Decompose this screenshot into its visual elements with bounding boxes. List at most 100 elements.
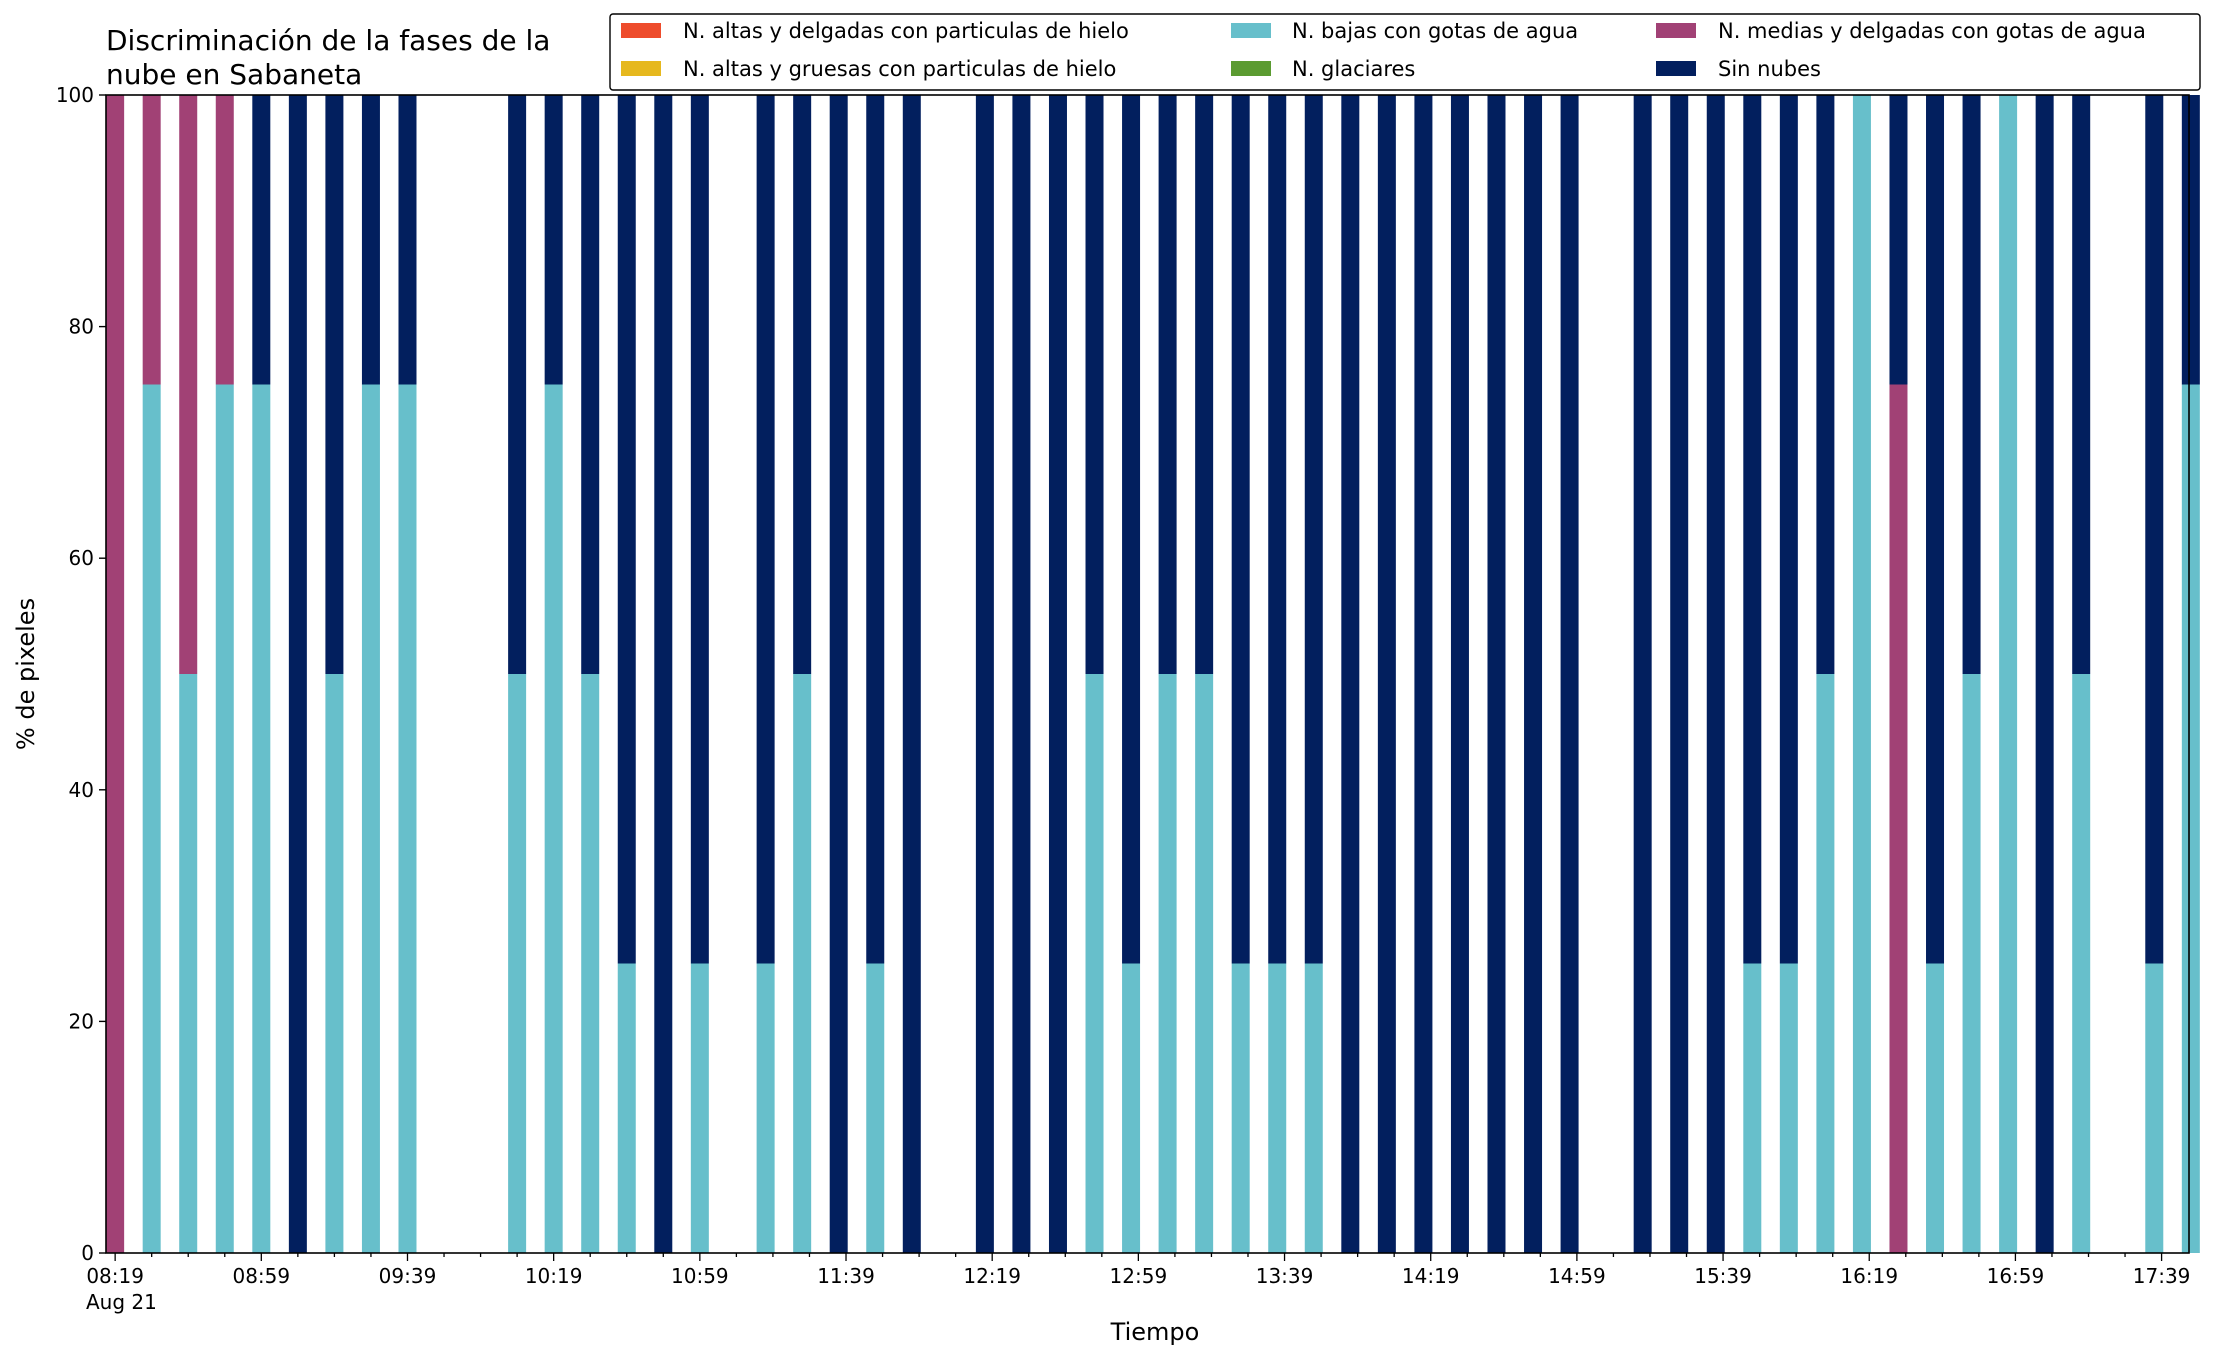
bar-sin-nubes <box>288 95 307 1253</box>
legend-box <box>609 13 2201 91</box>
bar-bajas <box>1779 963 1798 1253</box>
bar-bajas <box>617 963 636 1253</box>
legend-swatch-sin-nubes <box>1656 61 1696 76</box>
bar-sin-nubes <box>1414 95 1433 1253</box>
x-axis-title: Tiempo <box>1110 1318 1200 1346</box>
bar-bajas <box>1743 963 1762 1253</box>
legend-label-altas-gruesas: N. altas y gruesas con particulas de hie… <box>683 57 1116 81</box>
y-tick-label: 100 <box>56 83 94 107</box>
bar-sin-nubes <box>1158 95 1177 674</box>
bar-medias <box>142 95 161 385</box>
bar-sin-nubes <box>1633 95 1652 1253</box>
bar-sin-nubes <box>902 95 921 1253</box>
y-tick-label: 80 <box>69 315 94 339</box>
legend-swatch-altas-delgadas <box>621 23 661 38</box>
bar-sin-nubes <box>617 95 636 964</box>
bar-sin-nubes <box>1268 95 1287 964</box>
bar-sin-nubes <box>1012 95 1031 1253</box>
bar-bajas <box>2145 963 2164 1253</box>
bar-bajas <box>1268 963 1287 1253</box>
x-tick-label: 10:59 <box>671 1264 729 1288</box>
legend-label-medias: N. medias y delgadas con gotas de agua <box>1718 19 2146 43</box>
x-tick-label: 08:19 <box>86 1264 144 1288</box>
bar-sin-nubes <box>1670 95 1689 1253</box>
y-tick-label: 20 <box>69 1009 94 1033</box>
legend-label-altas-delgadas: N. altas y delgadas con particulas de hi… <box>683 19 1129 43</box>
bar-sin-nubes <box>1048 95 1067 1253</box>
x-tick-label: 12:59 <box>1110 1264 1168 1288</box>
bar-sin-nubes <box>1962 95 1981 674</box>
bar-sin-nubes <box>756 95 775 964</box>
bar-bajas <box>215 384 234 1253</box>
bar-sin-nubes <box>1560 95 1579 1253</box>
bar-bajas <box>1999 95 2018 1253</box>
y-tick-label: 60 <box>69 546 94 570</box>
bar-bajas <box>866 963 885 1253</box>
bar-sin-nubes <box>1377 95 1396 1253</box>
plot-frame <box>105 94 2190 1254</box>
legend-label-sin-nubes: Sin nubes <box>1718 57 1821 81</box>
bar-medias <box>215 95 234 385</box>
bar-sin-nubes <box>866 95 885 964</box>
bar-sin-nubes <box>508 95 527 674</box>
bar-bajas <box>690 963 709 1253</box>
bar-sin-nubes <box>829 95 848 1253</box>
bar-bajas <box>179 674 198 1253</box>
bar-bajas <box>142 384 161 1253</box>
bar-sin-nubes <box>1816 95 1835 674</box>
bar-sin-nubes <box>252 95 271 385</box>
bar-medias <box>106 95 125 1253</box>
bar-sin-nubes <box>1524 95 1543 1253</box>
bar-bajas <box>756 963 775 1253</box>
bar-bajas <box>1304 963 1323 1253</box>
bar-sin-nubes <box>325 95 344 674</box>
bar-sin-nubes <box>1779 95 1798 964</box>
bar-sin-nubes <box>1122 95 1141 964</box>
x-tick-label: 16:19 <box>1840 1264 1898 1288</box>
bar-sin-nubes <box>2072 95 2091 674</box>
bar-bajas <box>252 384 271 1253</box>
bar-bajas <box>1195 674 1214 1253</box>
legend-label-glaciares: N. glaciares <box>1292 57 1415 81</box>
legend-swatch-medias <box>1656 23 1696 38</box>
chart-title-line-1: Discriminación de la fases de la <box>106 24 550 57</box>
bar-sin-nubes <box>1706 95 1725 1253</box>
bar-bajas <box>1231 963 1250 1253</box>
bar-sin-nubes <box>654 95 673 1253</box>
bar-sin-nubes <box>1926 95 1945 964</box>
bar-bajas <box>1926 963 1945 1253</box>
bar-sin-nubes <box>1450 95 1469 1253</box>
x-tick-label: 09:39 <box>379 1264 437 1288</box>
y-tick-label: 40 <box>69 778 94 802</box>
x-tick-label: 17:39 <box>2133 1264 2191 1288</box>
bars-layer <box>106 95 2200 1253</box>
legend-swatch-glaciares <box>1231 61 1271 76</box>
bar-bajas <box>581 674 600 1253</box>
bar-bajas <box>793 674 812 1253</box>
bar-sin-nubes <box>1085 95 1104 674</box>
bar-bajas <box>544 384 563 1253</box>
bar-bajas <box>1962 674 1981 1253</box>
bar-sin-nubes <box>2181 95 2200 385</box>
x-tick-label: 15:39 <box>1694 1264 1752 1288</box>
bar-sin-nubes <box>690 95 709 964</box>
x-tick-label: 16:59 <box>1987 1264 2045 1288</box>
y-axis-title: % de pixeles <box>12 598 40 750</box>
bar-bajas <box>1852 95 1871 1253</box>
bar-bajas <box>325 674 344 1253</box>
bar-bajas <box>2181 384 2200 1253</box>
x-tick-label: 13:39 <box>1256 1264 1314 1288</box>
bar-sin-nubes <box>581 95 600 674</box>
bar-medias <box>1889 384 1908 1253</box>
x-tick-label: 14:59 <box>1548 1264 1606 1288</box>
x-tick-label: 08:59 <box>232 1264 290 1288</box>
bar-bajas <box>1122 963 1141 1253</box>
legend: N. altas y delgadas con particulas de hi… <box>609 13 2201 91</box>
bar-sin-nubes <box>793 95 812 674</box>
bar-bajas <box>2072 674 2091 1253</box>
bar-bajas <box>1816 674 1835 1253</box>
bar-sin-nubes <box>361 95 380 385</box>
bar-sin-nubes <box>2035 95 2054 1253</box>
x-axis: 08:19 08:59 09:39 10:19 10:59 11:39 12:19 12:59… <box>86 1253 2190 1314</box>
